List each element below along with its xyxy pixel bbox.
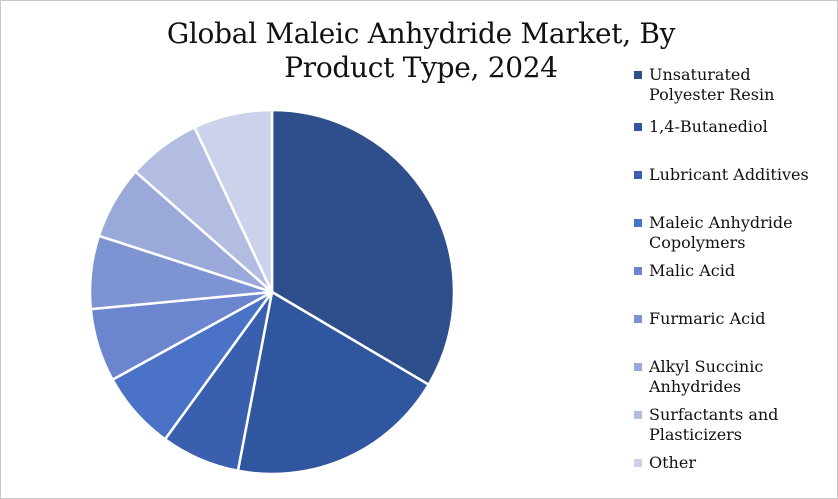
legend-item: Unsaturated Polyester Resin xyxy=(634,65,824,105)
legend-label: Surfactants and Plasticizers xyxy=(649,405,779,444)
legend-swatch xyxy=(634,363,642,371)
legend-swatch xyxy=(634,123,642,131)
legend-label: Unsaturated Polyester Resin xyxy=(649,65,775,104)
legend-swatch xyxy=(634,219,642,227)
legend-label: Maleic Anhydride Copolymers xyxy=(649,213,793,252)
legend-label: Lubricant Additives xyxy=(649,165,809,184)
chart-title: Global Maleic Anhydride Market, By Produ… xyxy=(166,17,676,84)
legend-label: Furmaric Acid xyxy=(649,309,766,328)
pie-slice-0 xyxy=(270,108,456,386)
legend-swatch xyxy=(634,71,642,79)
legend-item: Furmaric Acid xyxy=(634,309,824,329)
legend-label: Other xyxy=(649,453,696,472)
legend-item: Lubricant Additives xyxy=(634,165,824,185)
legend-swatch xyxy=(634,315,642,323)
legend-item: Alkyl Succinic Anhydrides xyxy=(634,357,824,397)
legend-swatch xyxy=(634,171,642,179)
legend-label: Malic Acid xyxy=(649,261,736,280)
legend-item: Other xyxy=(634,453,824,473)
legend-item: 1,4-Butanediol xyxy=(634,117,824,137)
legend-swatch xyxy=(634,411,642,419)
legend-item: Surfactants and Plasticizers xyxy=(634,405,824,445)
legend-swatch xyxy=(634,267,642,275)
legend-item: Malic Acid xyxy=(634,261,824,281)
pie-slice-1 xyxy=(236,290,430,476)
legend-item: Maleic Anhydride Copolymers xyxy=(634,213,824,253)
legend-label: 1,4-Butanediol xyxy=(649,117,768,136)
legend-label: Alkyl Succinic Anhydrides xyxy=(649,357,764,396)
legend-swatch xyxy=(634,459,642,467)
pie-slice-8 xyxy=(193,108,274,294)
